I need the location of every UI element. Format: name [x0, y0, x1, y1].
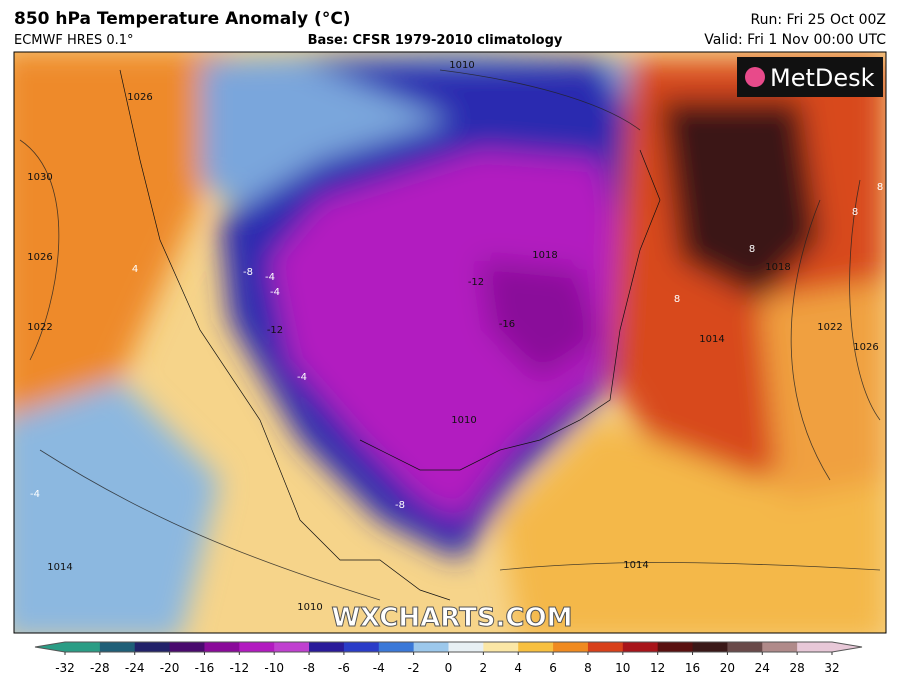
map-label: -4: [265, 272, 275, 283]
map-label: -8: [243, 267, 253, 278]
colorbar-segment: [727, 642, 763, 652]
map-label: 1018: [532, 250, 557, 261]
map-label: 8: [877, 182, 883, 193]
colorbar-segment: [448, 642, 484, 652]
run: Run: Fri 25 Oct 00Z: [751, 12, 886, 28]
logo-icon: [745, 67, 765, 87]
colorbar-tick-label: 28: [789, 661, 804, 675]
colorbar-tick-label: -16: [195, 661, 215, 675]
map-label: -4: [30, 489, 40, 500]
map-label: 1010: [297, 602, 322, 613]
map-label: 4: [132, 264, 138, 275]
map: [14, 52, 886, 633]
valid: Valid: Fri 1 Nov 00:00 UTC: [704, 32, 886, 48]
colorbar-tick-label: -24: [125, 661, 145, 675]
title: 850 hPa Temperature Anomaly (°C): [14, 9, 351, 29]
colorbar-tick-label: 6: [549, 661, 557, 675]
map-label: -12: [267, 325, 283, 336]
colorbar-tick-label: 8: [584, 661, 592, 675]
model: ECMWF HRES 0.1°: [14, 33, 134, 48]
colorbar-tick-label: -20: [160, 661, 180, 675]
base: Base: CFSR 1979-2010 climatology: [308, 33, 563, 48]
colorbar-segment: [692, 642, 728, 652]
colorbar-segment: [587, 642, 624, 652]
colorbar-segment: [274, 642, 310, 652]
map-label: 8: [749, 244, 755, 255]
map-label: 1010: [449, 60, 474, 71]
colorbar-segment: [134, 642, 171, 652]
map-label: 1018: [765, 262, 790, 273]
colorbar-tick-label: -6: [338, 661, 350, 675]
colorbar-segment: [553, 642, 589, 652]
colorbar-segment: [204, 642, 240, 652]
colorbar-tick-label: -2: [408, 661, 420, 675]
map-label: 1022: [27, 322, 52, 333]
map-frame: [13, 51, 887, 634]
colorbar-segment: [378, 642, 415, 652]
colorbar-segment: [518, 642, 554, 652]
map-label: -8: [395, 500, 405, 511]
colorbar-tick-label: -8: [303, 661, 315, 675]
map-label: 1026: [853, 342, 878, 353]
map-label: 8: [674, 294, 680, 305]
map-label: 8: [852, 207, 858, 218]
colorbar-segment: [99, 642, 136, 652]
colorbar-segment: [762, 642, 798, 652]
colorbar-tick-label: 16: [685, 661, 700, 675]
colorbar-tick-label: 10: [615, 661, 630, 675]
colorbar-tick-label: -28: [90, 661, 110, 675]
map-label: 1026: [27, 252, 52, 263]
colorbar-tick-label: 0: [445, 661, 453, 675]
map-label: 1014: [699, 334, 724, 345]
colorbar-segment: [622, 642, 659, 652]
colorbar-end: [832, 642, 862, 652]
colorbar-tick-label: 20: [720, 661, 735, 675]
colorbar-tick-label: 2: [480, 661, 488, 675]
colorbar-end: [35, 642, 65, 652]
colorbar-segment: [169, 642, 205, 652]
colorbar-tick-label: -32: [55, 661, 75, 675]
map-label: 1014: [623, 560, 648, 571]
colorbar-segment: [657, 642, 694, 652]
colorbar-segment: [309, 642, 345, 652]
colorbar-segment: [343, 642, 380, 652]
colorbar-tick-label: 24: [755, 661, 770, 675]
colorbar-tick-label: -4: [373, 661, 385, 675]
colorbar-tick-label: -10: [264, 661, 284, 675]
colorbar-segment: [413, 642, 449, 652]
logo: MetDesk: [770, 64, 875, 92]
map-label: -4: [270, 287, 280, 298]
colorbar-tick-label: 12: [650, 661, 665, 675]
colorbar-segment: [797, 642, 833, 652]
colorbar-segment: [239, 642, 275, 652]
map-label: 1030: [27, 172, 52, 183]
map-label: -16: [499, 319, 515, 330]
watermark: WXCHARTS.COM: [331, 603, 572, 633]
colorbar-tick-label: 4: [514, 661, 522, 675]
colorbar-tick-label: -12: [230, 661, 250, 675]
map-label: 1022: [817, 322, 842, 333]
colorbar-tick-label: 32: [824, 661, 839, 675]
map-label: 1014: [47, 562, 72, 573]
map-label: -4: [297, 372, 307, 383]
colorbar-segment: [483, 642, 519, 652]
colorbar-segment: [65, 642, 101, 652]
map-label: 1026: [127, 92, 152, 103]
map-label: -12: [468, 277, 484, 288]
map-label: 1010: [451, 415, 476, 426]
